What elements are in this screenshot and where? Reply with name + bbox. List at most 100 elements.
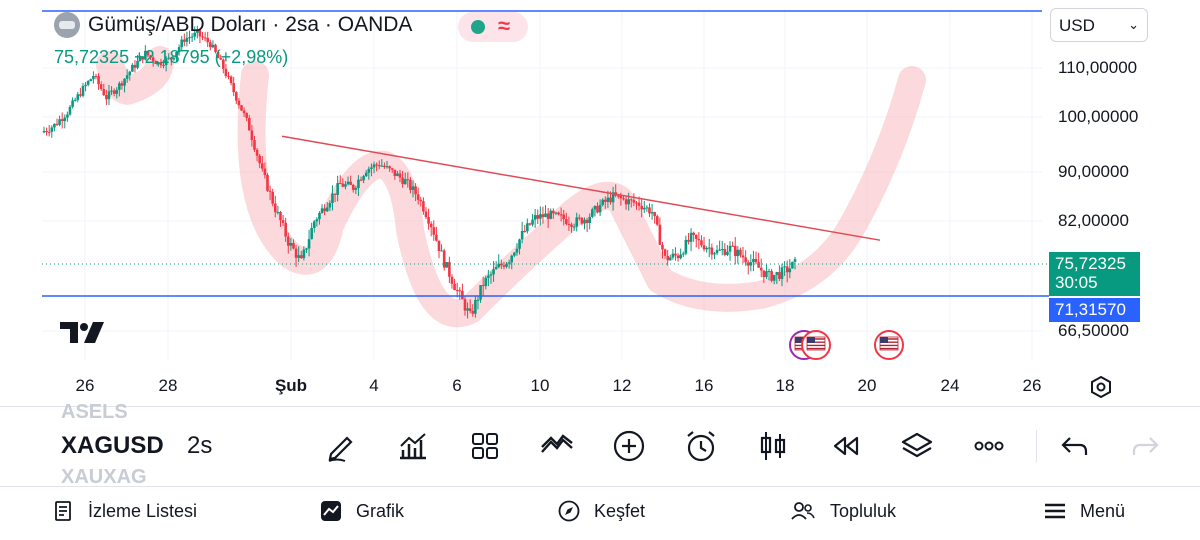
- candle-body: [396, 173, 399, 176]
- candle-body: [627, 199, 630, 205]
- candle-body: [689, 232, 693, 242]
- undo-icon[interactable]: [1056, 428, 1092, 464]
- legend-price: 75,72325 +2,18795 (+2,98%): [54, 47, 288, 68]
- nav-menu[interactable]: Menü: [1044, 500, 1125, 522]
- candle-body: [487, 275, 490, 278]
- layout-grid-icon[interactable]: [467, 428, 503, 464]
- currency-select[interactable]: USD ⌄: [1050, 8, 1148, 42]
- candle-body: [120, 83, 124, 86]
- current-interval[interactable]: 2s: [187, 432, 213, 459]
- candle-body: [125, 75, 129, 79]
- currency-value: USD: [1059, 16, 1095, 35]
- candle-body: [219, 58, 223, 60]
- candle-body: [209, 42, 212, 48]
- candle-body: [453, 283, 456, 290]
- candle-body: [323, 208, 326, 212]
- symbol-legend[interactable]: Gümüş/ABD Doları · 2sa · OANDA: [54, 12, 412, 38]
- candle-body: [362, 176, 365, 181]
- redo-icon[interactable]: [1128, 428, 1164, 464]
- candle-body: [476, 299, 480, 301]
- candle-body: [297, 255, 300, 258]
- current-symbol[interactable]: XAGUSD: [61, 432, 164, 459]
- candle-type-icon[interactable]: [755, 428, 791, 464]
- candle-body: [281, 220, 285, 223]
- add-icon[interactable]: [611, 428, 647, 464]
- candle-body: [263, 168, 267, 175]
- alarm-icon[interactable]: [683, 428, 719, 464]
- legend-change: +2,18795 (+2,98%): [134, 47, 289, 67]
- nav-explore[interactable]: Keşfet: [558, 500, 645, 522]
- candle-body: [616, 195, 620, 197]
- candle-body: [598, 204, 602, 213]
- candle-body: [661, 244, 664, 250]
- candle-body: [697, 238, 701, 241]
- candle-body: [92, 76, 95, 80]
- candle-body: [775, 272, 779, 275]
- candle-body: [474, 299, 477, 314]
- axis-settings-icon[interactable]: [1091, 375, 1111, 399]
- candle-body: [97, 76, 100, 85]
- candle-body: [536, 215, 540, 219]
- candle-body: [242, 110, 246, 114]
- draw-icon[interactable]: [323, 428, 359, 464]
- candle-body: [333, 193, 337, 195]
- candle-body: [674, 253, 677, 256]
- candle-body: [645, 207, 649, 209]
- candle-body: [105, 95, 108, 100]
- indicators-icon[interactable]: [395, 428, 431, 464]
- chart-canvas[interactable]: [0, 0, 1200, 410]
- candle-body: [53, 123, 56, 128]
- nav-chart[interactable]: Grafik: [320, 500, 404, 522]
- more-icon[interactable]: [971, 428, 1007, 464]
- current-price-tag: 75,72325 30:05: [1049, 252, 1140, 296]
- candle-body: [570, 224, 573, 227]
- candle-body: [458, 290, 462, 292]
- watchlist-next-symbol[interactable]: XAUXAG: [61, 466, 147, 488]
- candle-body: [58, 119, 61, 125]
- candle-body: [481, 285, 485, 287]
- candle-body: [128, 71, 132, 76]
- replay-icon[interactable]: [827, 428, 863, 464]
- candle-body: [650, 212, 654, 214]
- economic-events[interactable]: [789, 330, 904, 360]
- legend-title: Gümüş/ABD Doları · 2sa · OANDA: [88, 13, 413, 36]
- candle-body: [406, 179, 410, 181]
- candle-body: [349, 181, 352, 185]
- nav-community-label: Topluluk: [830, 500, 897, 521]
- candle-body: [193, 32, 197, 37]
- candle-body: [60, 119, 64, 121]
- candle-body: [154, 61, 158, 65]
- highlight-stroke: [96, 46, 926, 328]
- candle-body: [414, 186, 417, 195]
- candle-body: [580, 217, 584, 224]
- compare-icon[interactable]: [539, 428, 575, 464]
- candle-body: [162, 65, 165, 67]
- candle-body: [435, 234, 438, 241]
- candle-body: [728, 245, 732, 252]
- nav-community[interactable]: Topluluk: [790, 500, 896, 522]
- watchlist-prev-symbol[interactable]: ASELS: [61, 401, 128, 423]
- candle-body: [440, 250, 443, 252]
- market-status-pill[interactable]: ≈: [458, 12, 528, 42]
- candle-body: [266, 174, 269, 191]
- candle-body: [471, 311, 475, 314]
- candle-body: [188, 37, 191, 39]
- layers-icon[interactable]: [899, 428, 935, 464]
- candle-body: [364, 172, 368, 177]
- candle-body: [84, 84, 87, 87]
- candle-body: [312, 221, 316, 228]
- candle-body: [583, 219, 586, 224]
- candle-body: [175, 52, 178, 58]
- candle-body: [539, 214, 542, 219]
- candle-body: [562, 214, 566, 220]
- candle-body: [141, 56, 145, 60]
- candle-body: [726, 251, 729, 255]
- candle-body: [515, 248, 519, 253]
- nav-watchlist[interactable]: İzleme Listesi: [52, 500, 197, 522]
- candle-body: [739, 249, 742, 256]
- chart-icon: [321, 501, 341, 521]
- candle-body: [494, 267, 498, 270]
- time-axis-label: 18: [775, 376, 795, 395]
- candle-body: [240, 105, 243, 111]
- gear-center: [1096, 382, 1106, 392]
